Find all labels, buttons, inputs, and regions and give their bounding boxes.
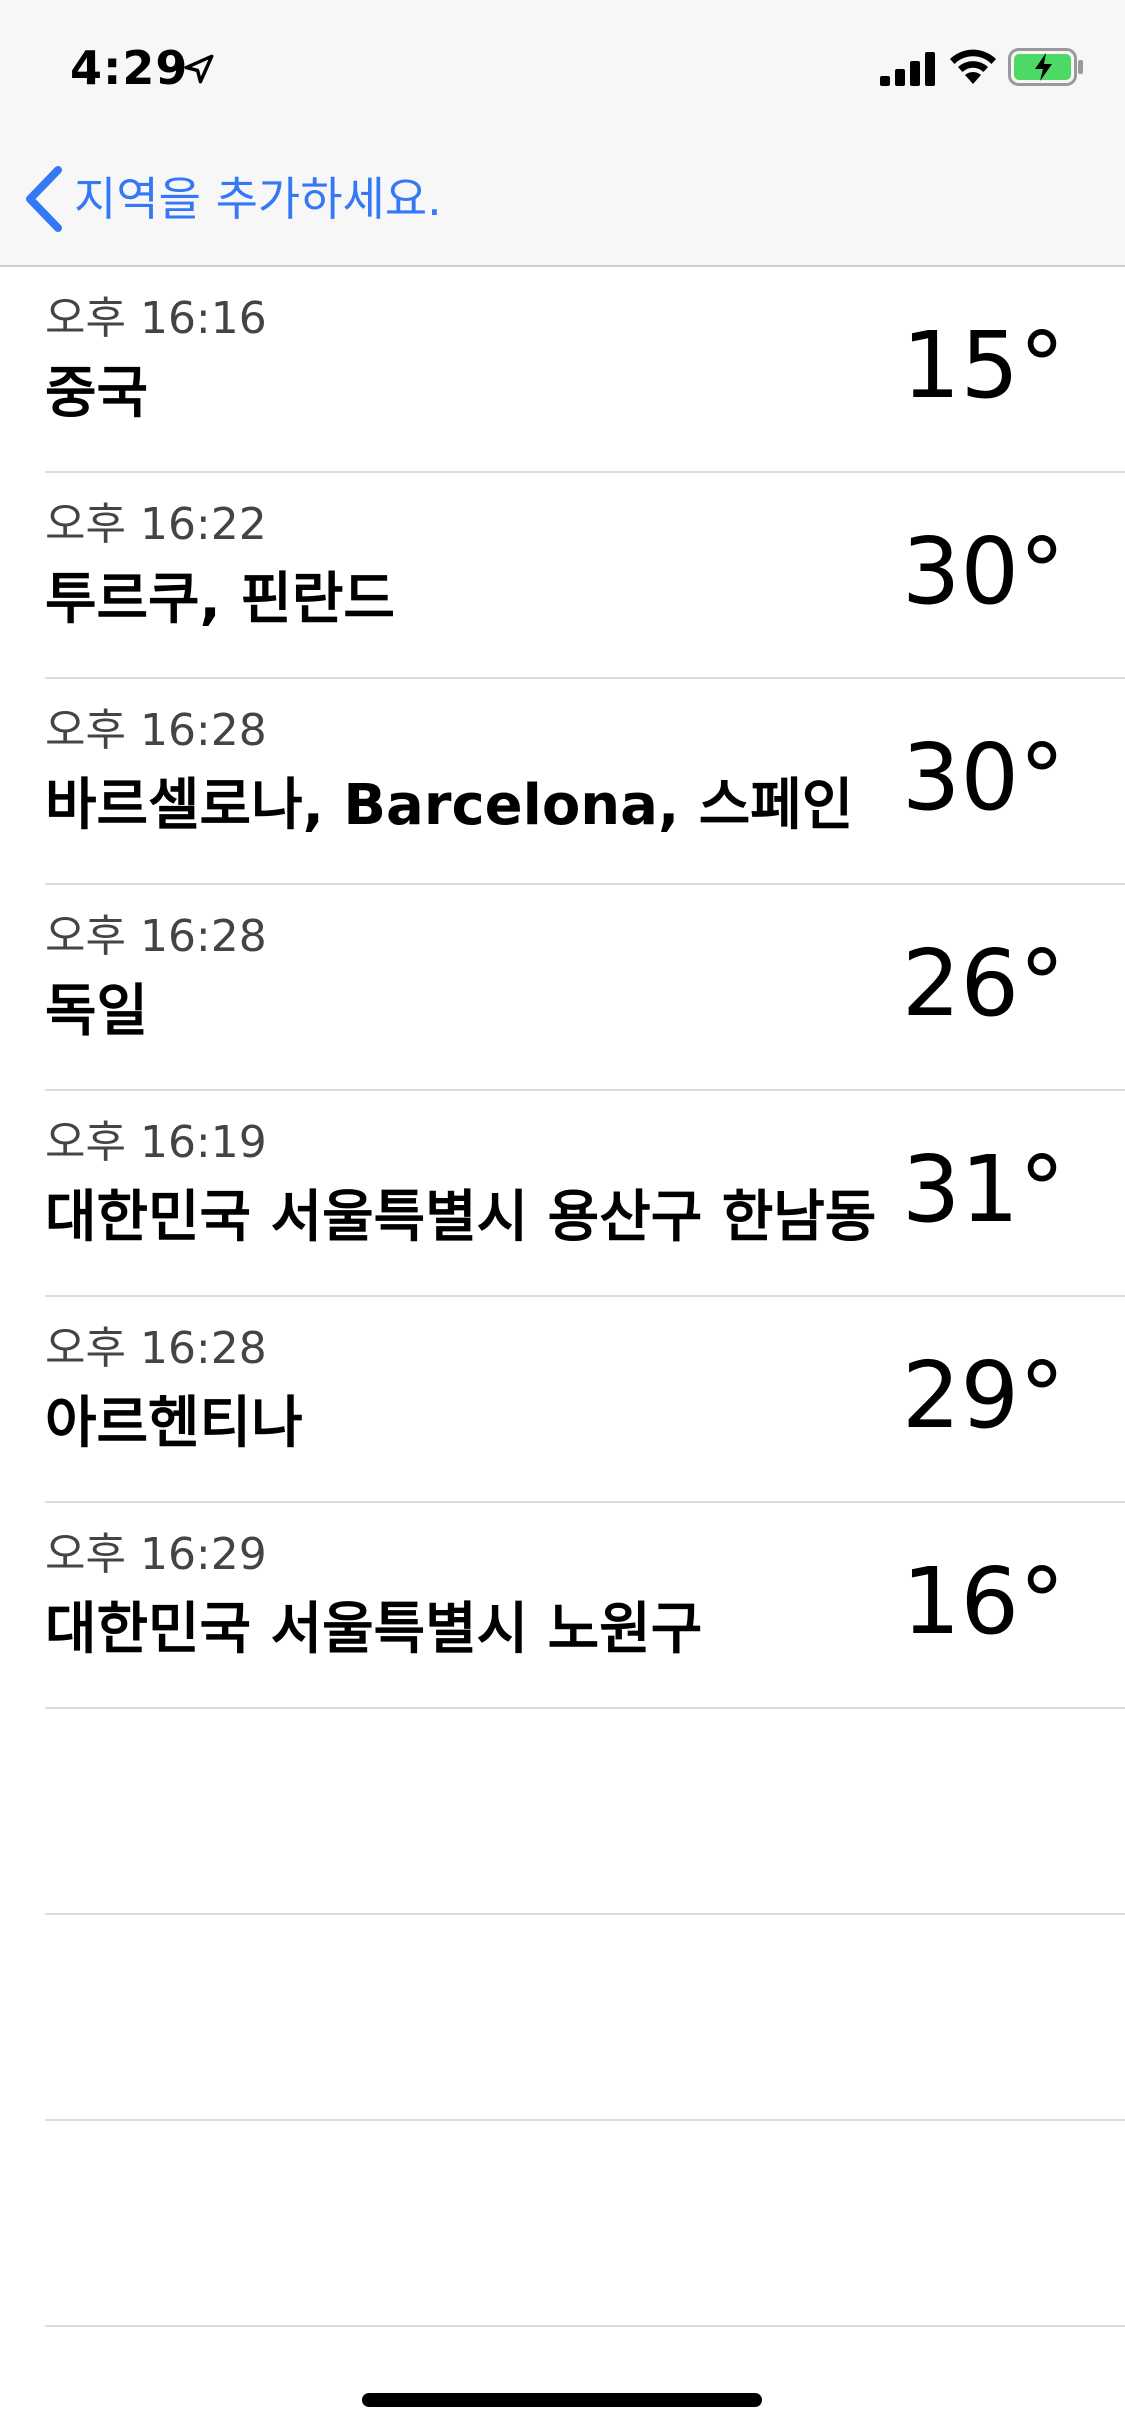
city-temperature: 16° bbox=[901, 1548, 1065, 1655]
city-local-time: 오후 16:28 bbox=[45, 705, 267, 756]
city-row[interactable]: 오후 16:28 아르헨티나 29° bbox=[45, 1297, 1125, 1503]
city-name: 아르헨티나 bbox=[45, 1391, 303, 1456]
navigation-bar: 지역을 추가하세요. bbox=[0, 150, 1125, 250]
city-temperature: 30° bbox=[901, 724, 1065, 831]
city-temperature: 30° bbox=[901, 518, 1065, 625]
city-row[interactable]: 오후 16:22 투르쿠, 핀란드 30° bbox=[45, 473, 1125, 679]
home-indicator[interactable] bbox=[362, 2393, 762, 2407]
city-local-time: 오후 16:29 bbox=[45, 1529, 267, 1580]
location-arrow-icon bbox=[184, 54, 214, 84]
back-button-label: 지역을 추가하세요. bbox=[74, 172, 442, 226]
city-row[interactable]: 오후 16:19 대한민국 서울특별시 용산구 한남동 31° bbox=[45, 1091, 1125, 1297]
empty-row bbox=[45, 1709, 1125, 1915]
empty-row bbox=[45, 2121, 1125, 2327]
city-name: 독일 bbox=[45, 979, 149, 1044]
city-name: 투르쿠, 핀란드 bbox=[45, 567, 395, 632]
city-row[interactable]: 오후 16:28 독일 26° bbox=[45, 885, 1125, 1091]
battery-charging-icon bbox=[1008, 48, 1083, 86]
city-temperature: 29° bbox=[901, 1342, 1065, 1449]
status-bar: 4:29 bbox=[0, 0, 1125, 130]
city-temperature: 15° bbox=[901, 312, 1065, 419]
city-temperature: 26° bbox=[901, 930, 1065, 1037]
city-row[interactable]: 오후 16:16 중국 15° bbox=[45, 267, 1125, 473]
city-local-time: 오후 16:16 bbox=[45, 293, 267, 344]
city-name: 바르셀로나, Barcelona, 스페인 bbox=[45, 773, 854, 838]
city-local-time: 오후 16:28 bbox=[45, 1323, 267, 1374]
back-button[interactable]: 지역을 추가하세요. bbox=[22, 164, 442, 234]
city-local-time: 오후 16:28 bbox=[45, 911, 267, 962]
empty-row bbox=[45, 1915, 1125, 2121]
city-local-time: 오후 16:19 bbox=[45, 1117, 267, 1168]
city-row[interactable]: 오후 16:28 바르셀로나, Barcelona, 스페인 30° bbox=[45, 679, 1125, 885]
city-name: 대한민국 서울특별시 용산구 한남동 bbox=[45, 1185, 877, 1250]
city-temperature: 31° bbox=[901, 1136, 1065, 1243]
city-local-time: 오후 16:22 bbox=[45, 499, 267, 550]
status-time: 4:29 bbox=[70, 41, 189, 95]
city-row[interactable]: 오후 16:29 대한민국 서울특별시 노원구 16° bbox=[45, 1503, 1125, 1709]
wifi-icon bbox=[950, 49, 996, 84]
top-bar: 4:29 지역을 추가하세요. bbox=[0, 0, 1125, 267]
cellular-signal-icon bbox=[880, 52, 935, 86]
city-list: 오후 16:16 중국 15° 오후 16:22 투르쿠, 핀란드 30° 오후… bbox=[0, 267, 1125, 2327]
city-name: 대한민국 서울특별시 노원구 bbox=[45, 1597, 703, 1662]
chevron-left-icon bbox=[26, 166, 62, 232]
city-name: 중국 bbox=[45, 361, 149, 426]
